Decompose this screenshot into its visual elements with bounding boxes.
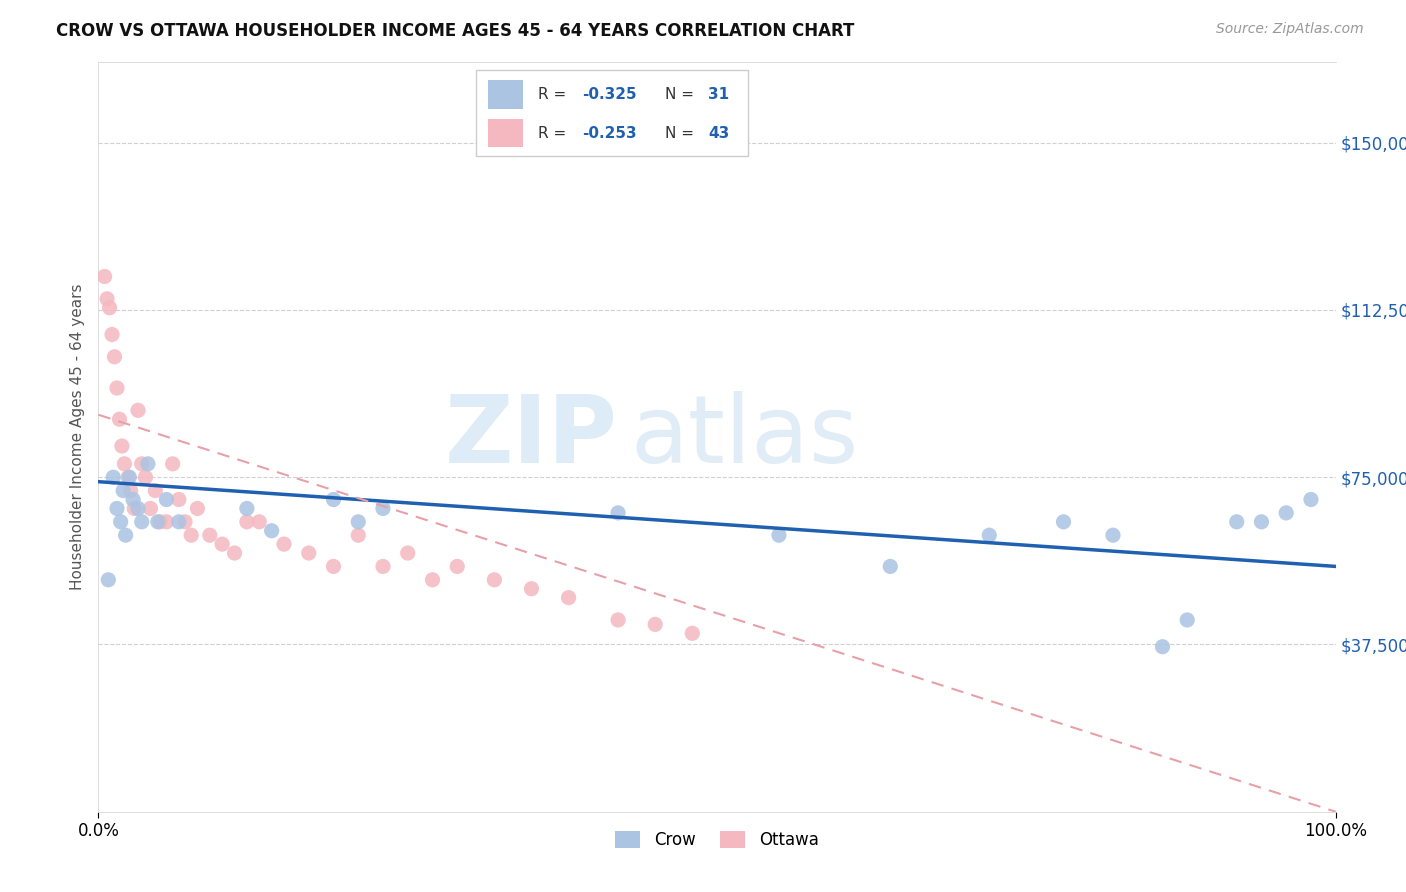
Point	[127, 403, 149, 417]
Point	[134, 470, 156, 484]
Point	[224, 546, 246, 560]
Point	[131, 515, 153, 529]
Point	[260, 524, 283, 538]
Text: atlas: atlas	[630, 391, 859, 483]
Point	[127, 501, 149, 516]
Point	[155, 515, 177, 529]
Text: 43: 43	[709, 126, 730, 141]
Point	[1052, 515, 1074, 529]
Point	[607, 506, 630, 520]
Point	[105, 381, 128, 395]
Point	[93, 269, 115, 284]
Point	[1275, 506, 1298, 520]
Point	[1102, 528, 1125, 542]
Point	[103, 470, 125, 484]
Point	[167, 515, 190, 529]
FancyBboxPatch shape	[488, 80, 523, 109]
Point	[96, 292, 118, 306]
Point	[396, 546, 419, 560]
Text: -0.253: -0.253	[582, 126, 637, 141]
Point	[167, 492, 190, 507]
Y-axis label: Householder Income Ages 45 - 64 years: Householder Income Ages 45 - 64 years	[69, 284, 84, 591]
Point	[103, 350, 125, 364]
Point	[371, 501, 394, 516]
Point	[557, 591, 579, 605]
Point	[149, 515, 172, 529]
Point	[110, 515, 132, 529]
Point	[143, 483, 166, 498]
Point	[105, 501, 128, 516]
Point	[211, 537, 233, 551]
FancyBboxPatch shape	[488, 119, 523, 147]
Text: 31: 31	[709, 87, 730, 102]
Point	[1226, 515, 1249, 529]
Point	[139, 501, 162, 516]
Point	[298, 546, 321, 560]
Point	[101, 327, 124, 342]
Point	[247, 515, 270, 529]
Point	[768, 528, 790, 542]
Text: CROW VS OTTAWA HOUSEHOLDER INCOME AGES 45 - 64 YEARS CORRELATION CHART: CROW VS OTTAWA HOUSEHOLDER INCOME AGES 4…	[56, 22, 855, 40]
Text: R =: R =	[537, 87, 571, 102]
Point	[162, 457, 184, 471]
Point	[1152, 640, 1174, 654]
Point	[273, 537, 295, 551]
Point	[174, 515, 197, 529]
Point	[322, 559, 344, 574]
Point	[120, 483, 142, 498]
Text: Source: ZipAtlas.com: Source: ZipAtlas.com	[1216, 22, 1364, 37]
Text: ZIP: ZIP	[446, 391, 619, 483]
Point	[124, 501, 146, 516]
Point	[236, 515, 259, 529]
Point	[186, 501, 208, 516]
Point	[322, 492, 344, 507]
Point	[1250, 515, 1272, 529]
Point	[155, 492, 177, 507]
Point	[484, 573, 506, 587]
Point	[112, 483, 135, 498]
Point	[180, 528, 202, 542]
Point	[198, 528, 221, 542]
Point	[114, 528, 136, 542]
Text: -0.325: -0.325	[582, 87, 637, 102]
FancyBboxPatch shape	[475, 70, 748, 156]
Point	[879, 559, 901, 574]
Point	[371, 559, 394, 574]
Point	[520, 582, 543, 596]
Point	[644, 617, 666, 632]
Point	[112, 457, 135, 471]
Point	[422, 573, 444, 587]
Point	[131, 457, 153, 471]
Point	[97, 573, 120, 587]
Point	[1299, 492, 1322, 507]
Point	[681, 626, 703, 640]
Point	[108, 412, 131, 426]
Point	[347, 515, 370, 529]
Point	[607, 613, 630, 627]
Point	[117, 470, 139, 484]
Text: N =: N =	[665, 87, 699, 102]
Point	[446, 559, 468, 574]
Point	[1175, 613, 1198, 627]
Point	[136, 457, 159, 471]
Point	[236, 501, 259, 516]
Point	[347, 528, 370, 542]
Point	[979, 528, 1001, 542]
Point	[111, 439, 134, 453]
Point	[122, 492, 145, 507]
Text: N =: N =	[665, 126, 699, 141]
Legend: Crow, Ottawa: Crow, Ottawa	[609, 824, 825, 855]
Text: R =: R =	[537, 126, 571, 141]
Point	[98, 301, 121, 315]
Point	[146, 515, 169, 529]
Point	[118, 470, 141, 484]
